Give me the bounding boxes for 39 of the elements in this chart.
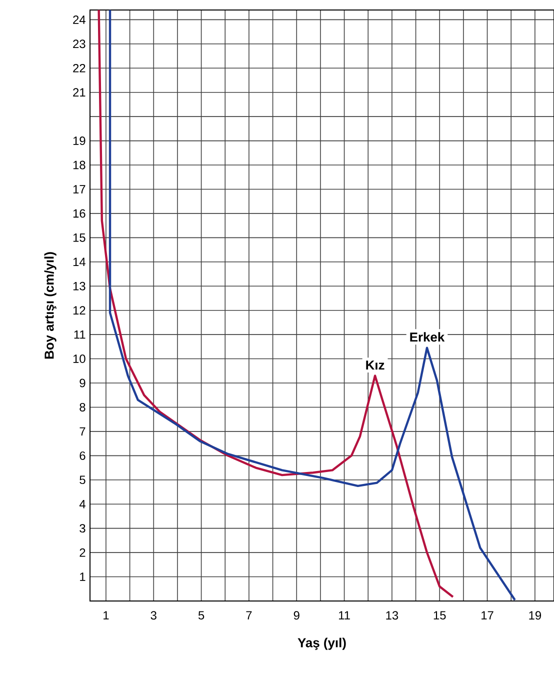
y-tick-label: 19 xyxy=(73,136,86,146)
y-tick-label: 6 xyxy=(80,451,86,460)
y-tick-label: 18 xyxy=(73,160,86,170)
y-tick-label: 17 xyxy=(73,185,86,194)
y-tick-label: 1 xyxy=(80,572,86,581)
x-tick-label: 1 xyxy=(104,611,109,620)
y-tick-label: 23 xyxy=(73,40,86,48)
x-tick-label: 15 xyxy=(434,611,446,620)
y-tick-label: 13 xyxy=(73,282,86,290)
y-tick-label: 4 xyxy=(79,500,86,508)
y-tick-label: 16 xyxy=(73,209,86,218)
y-tick-label: 2 xyxy=(80,548,86,557)
y-tick-label: 5 xyxy=(80,476,86,484)
line-series xyxy=(98,10,454,598)
x-tick-label: 9 xyxy=(294,611,300,620)
y-axis-title: Boy artışı (cm/yıl) xyxy=(44,252,56,359)
y-tick-label: 3 xyxy=(80,524,86,533)
y-tick-label: 11 xyxy=(74,330,86,339)
x-tick-label: 19 xyxy=(529,611,542,620)
series-label: Erkek xyxy=(410,332,445,342)
y-tick-label: 15 xyxy=(73,234,86,242)
x-tick-label: 7 xyxy=(246,611,252,620)
y-tick-label: 21 xyxy=(73,88,86,97)
y-tick-label: 10 xyxy=(73,354,86,364)
x-tick-label: 11 xyxy=(338,611,350,620)
y-tick-label: 14 xyxy=(73,258,86,266)
line-series xyxy=(108,10,516,601)
x-tick-label: 3 xyxy=(150,611,156,620)
y-tick-label: 9 xyxy=(80,378,86,388)
x-tick-label: 17 xyxy=(482,611,494,620)
y-tick-label: 12 xyxy=(73,306,86,315)
x-tick-label: 5 xyxy=(198,611,204,620)
y-tick-label: 8 xyxy=(80,403,86,412)
y-tick-label: 22 xyxy=(73,64,86,72)
y-tick-label: 7 xyxy=(80,427,86,436)
y-tick-label: 24 xyxy=(73,16,86,24)
x-tick-label: 13 xyxy=(386,611,398,620)
series-label: Kız xyxy=(366,360,384,370)
x-axis-title: Yaş (yıl) xyxy=(298,638,346,650)
